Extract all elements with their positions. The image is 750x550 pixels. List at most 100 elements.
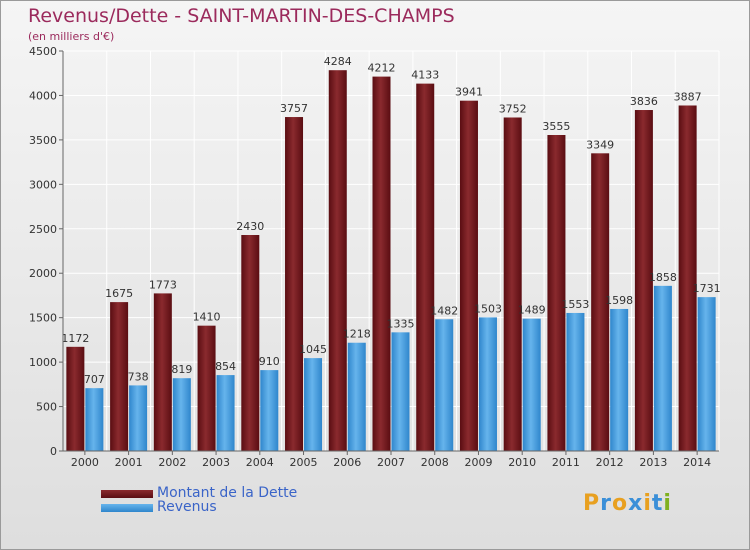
data-label-dette: 1410 [193,311,221,324]
data-label-revenus: 1482 [430,304,458,317]
bar-dette [153,293,172,451]
y-tick-label: 0 [50,445,57,458]
x-tick-label: 2004 [246,456,274,469]
bar-revenus [172,378,191,451]
bar-revenus [85,388,104,451]
bar-dette [66,346,85,451]
x-tick-label: 2002 [158,456,186,469]
logo-letter: o [611,491,629,516]
chart-subtitle: (en milliers d'€) [28,30,115,43]
data-label-revenus: 1218 [343,328,371,341]
data-label-dette: 4212 [368,62,396,75]
data-label-revenus: 1503 [474,302,502,315]
data-label-revenus: 1045 [299,343,327,356]
x-tick-label: 2012 [596,456,624,469]
data-label-dette: 1172 [61,332,89,345]
bar-dette [285,117,304,452]
bar-dette [634,110,653,452]
x-tick-label: 2003 [202,456,230,469]
data-label-dette: 4133 [411,69,439,82]
data-label-revenus: 707 [84,373,105,386]
proxiti-logo: Proxiti [583,491,672,516]
data-label-revenus: 1598 [605,294,633,307]
bar-revenus [304,358,323,451]
logo-letter: x [628,491,644,516]
x-tick-label: 2007 [377,456,405,469]
bar-dette [241,235,260,451]
data-label-dette: 3887 [674,90,702,103]
logo-letter: i [663,491,672,516]
data-label-revenus: 910 [259,355,280,368]
bar-dette [197,325,216,451]
legend-label-revenus: Revenus [157,499,217,515]
data-label-dette: 3752 [499,102,527,115]
bar-dette [547,135,566,451]
data-label-revenus: 738 [128,370,149,383]
data-label-revenus: 1489 [518,304,546,317]
bar-revenus [522,318,541,451]
data-label-dette: 3941 [455,86,483,99]
bar-dette [416,83,435,451]
legend-swatch-revenus [101,504,153,512]
bar-revenus [129,385,148,451]
x-tick-label: 2000 [71,456,99,469]
bar-revenus [653,285,672,451]
bar-revenus [610,308,629,451]
bar-dette [459,100,478,451]
bar-revenus [697,297,716,451]
data-label-dette: 3757 [280,102,308,115]
bar-revenus [347,342,366,451]
y-tick-label: 1000 [29,356,57,369]
data-label-revenus: 1335 [387,317,415,330]
legend-label-dette: Montant de la Dette [157,485,298,501]
data-label-revenus: 854 [215,360,236,373]
bar-dette [110,302,129,451]
data-label-revenus: 1553 [561,298,589,311]
y-tick-label: 2000 [29,267,57,280]
bar-dette [503,117,522,451]
y-tick-label: 3000 [29,178,57,191]
bar-revenus [478,317,497,451]
x-tick-label: 2014 [683,456,711,469]
y-tick-label: 3500 [29,134,57,147]
x-tick-label: 2011 [552,456,580,469]
bar-revenus [216,375,235,451]
logo-letter: r [600,491,612,516]
legend-swatch-dette [101,490,153,498]
bar-revenus [391,332,410,451]
chart-title: Revenus/Dette - SAINT-MARTIN-DES-CHAMPS [28,5,455,27]
data-label-dette: 3836 [630,95,658,108]
bar-revenus [566,312,585,451]
y-tick-label: 4000 [29,89,57,102]
bar-revenus [435,319,454,451]
x-tick-label: 2009 [464,456,492,469]
x-tick-label: 2013 [639,456,667,469]
bar-revenus [260,370,279,451]
logo-letter: i [643,491,652,516]
bar-dette [591,153,610,452]
bar-dette [328,70,347,451]
data-label-revenus: 819 [171,363,192,376]
data-label-dette: 1675 [105,287,133,300]
data-label-dette: 4284 [324,55,352,68]
x-tick-label: 2001 [115,456,143,469]
x-tick-label: 2005 [290,456,318,469]
data-label-dette: 3555 [542,120,570,133]
bar-dette [372,76,391,451]
data-label-dette: 1773 [149,278,177,291]
logo-letter: t [651,491,664,516]
data-label-dette: 2430 [236,220,264,233]
x-tick-label: 2008 [421,456,449,469]
data-label-revenus: 1858 [649,271,677,284]
y-tick-label: 1500 [29,312,57,325]
x-tick-label: 2006 [333,456,361,469]
x-tick-label: 2010 [508,456,536,469]
bar-dette [678,105,697,451]
y-tick-label: 2500 [29,223,57,236]
y-tick-label: 500 [36,401,57,414]
y-tick-label: 4500 [29,45,57,58]
logo-letter: P [583,491,601,516]
data-label-dette: 3349 [586,138,614,151]
